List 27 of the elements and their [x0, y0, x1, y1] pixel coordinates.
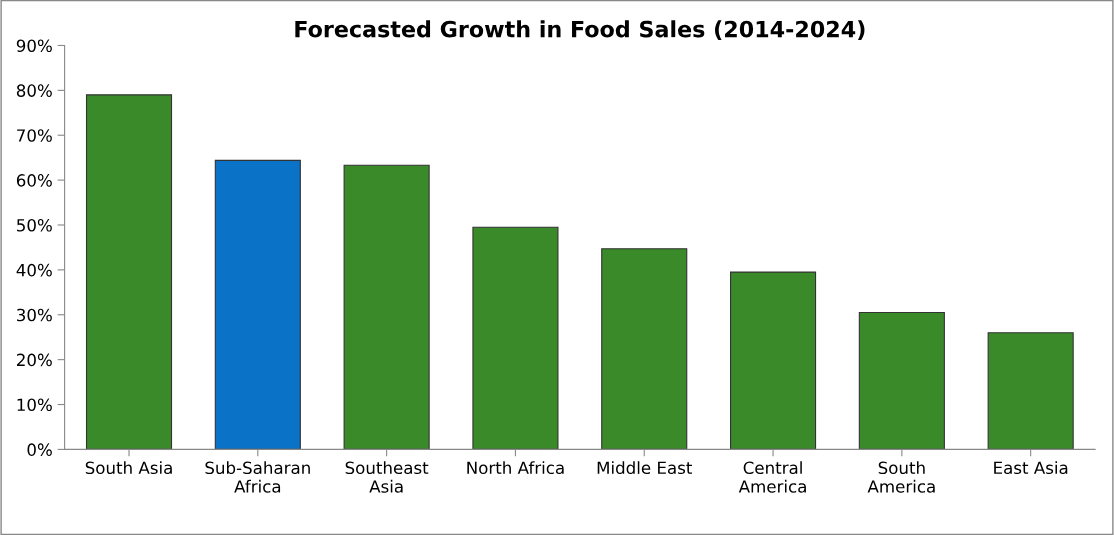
y-tick-label: 80% — [16, 84, 52, 97]
x-tick-label: North Africa — [467, 461, 564, 475]
x-tick-label: East Asia — [994, 461, 1068, 475]
bar — [85, 94, 173, 450]
y-tick-label: 90% — [16, 39, 52, 53]
y-tick-label: 20% — [16, 353, 52, 367]
y-tick-label: 70% — [17, 129, 52, 142]
x-tick-label: Sub-Saharan Africa — [205, 461, 310, 493]
bar — [214, 159, 301, 450]
bar — [729, 271, 817, 450]
x-tick-label: Central America — [738, 461, 806, 493]
x-tick-label: Middle East — [597, 461, 692, 475]
bar — [858, 311, 945, 450]
y-tick-label: 10% — [17, 398, 52, 412]
y-tick-label: 30% — [17, 308, 52, 322]
bar — [472, 226, 559, 450]
x-tick-label: South Asia — [85, 461, 172, 475]
bar — [987, 332, 1074, 450]
bar — [601, 248, 688, 450]
bar — [343, 164, 430, 450]
chart-title: Forecasted Growth in Food Sales (2014-2024) — [295, 20, 865, 41]
x-tick-label: Southeast Asia — [345, 461, 429, 493]
x-tick-label: South America — [867, 461, 935, 493]
y-tick-label: 50% — [17, 218, 52, 232]
y-tick-label: 60% — [16, 174, 52, 187]
y-tick-label: 0% — [27, 443, 52, 456]
y-tick-label: 40% — [16, 263, 52, 277]
